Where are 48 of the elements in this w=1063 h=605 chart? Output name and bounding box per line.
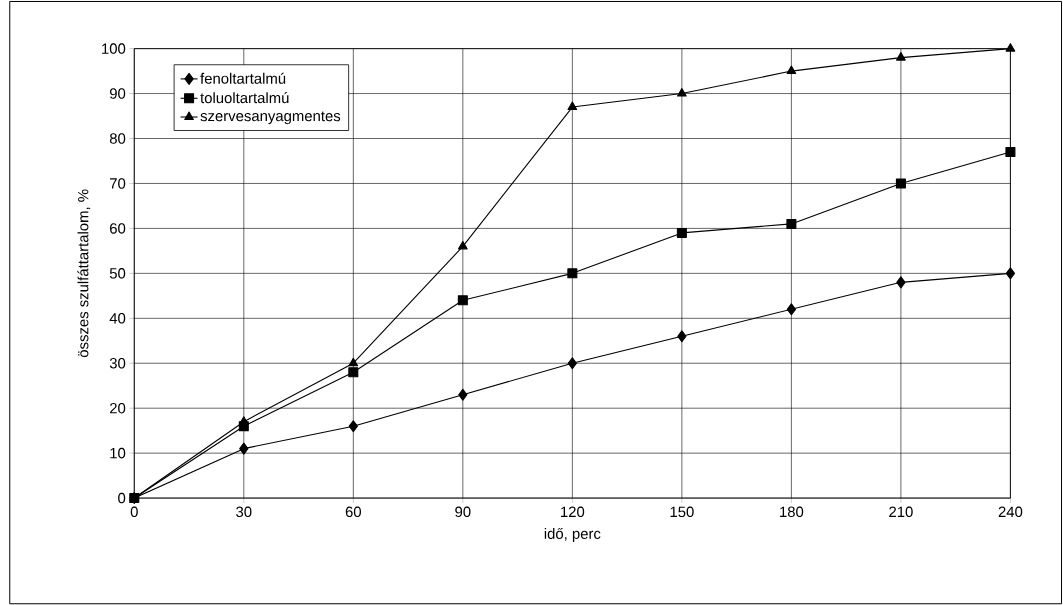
y-tick-label: 40 — [109, 312, 126, 324]
y-tick-label: 20 — [110, 402, 126, 414]
y-axis-title: összes szulfáttartalom, % — [77, 189, 91, 357]
x-tick-label: 60 — [345, 506, 362, 517]
point — [567, 101, 578, 110]
x-axis-title: idő, perc — [544, 527, 601, 542]
point — [239, 442, 249, 455]
point — [457, 240, 468, 250]
point — [896, 276, 906, 289]
point — [457, 295, 468, 306]
legend-label: toluoltartalmú — [200, 91, 289, 104]
y-tick-label: 70 — [110, 178, 126, 189]
point — [1005, 146, 1016, 157]
point — [896, 51, 906, 61]
x-tick-label: 120 — [561, 506, 585, 517]
point — [458, 388, 468, 401]
point — [676, 227, 687, 238]
point — [348, 367, 359, 378]
point — [786, 218, 797, 229]
point — [895, 178, 906, 189]
point — [567, 357, 577, 370]
x-tick-label: 150 — [670, 506, 694, 517]
x-tick-label: 240 — [998, 506, 1023, 517]
y-tick-label: 50 — [109, 267, 126, 279]
x-tick-label: 30 — [236, 506, 252, 517]
x-tick-label: 180 — [780, 506, 804, 517]
y-tick-label: 60 — [110, 223, 126, 234]
point — [1005, 42, 1016, 52]
legend-label: fenoltartalmú — [200, 72, 286, 84]
point — [677, 330, 687, 343]
point — [567, 268, 578, 279]
point — [1005, 267, 1016, 280]
point — [348, 420, 358, 433]
point — [238, 416, 249, 425]
y-tick-label: 10 — [110, 447, 126, 459]
point — [677, 87, 687, 97]
y-tick-label: 80 — [109, 133, 126, 144]
y-tick-label: 90 — [109, 88, 126, 99]
point — [348, 357, 359, 367]
point — [786, 303, 797, 316]
y-tick-label: 30 — [109, 357, 126, 369]
y-tick-label: 0 — [118, 492, 126, 504]
x-tick-label: 0 — [130, 506, 138, 517]
point — [786, 65, 797, 74]
x-tick-label: 210 — [889, 506, 913, 517]
x-tick-label: 90 — [455, 506, 471, 517]
legend-label: szervesanyagmentes — [200, 111, 341, 125]
y-tick-label: 100 — [102, 43, 126, 54]
